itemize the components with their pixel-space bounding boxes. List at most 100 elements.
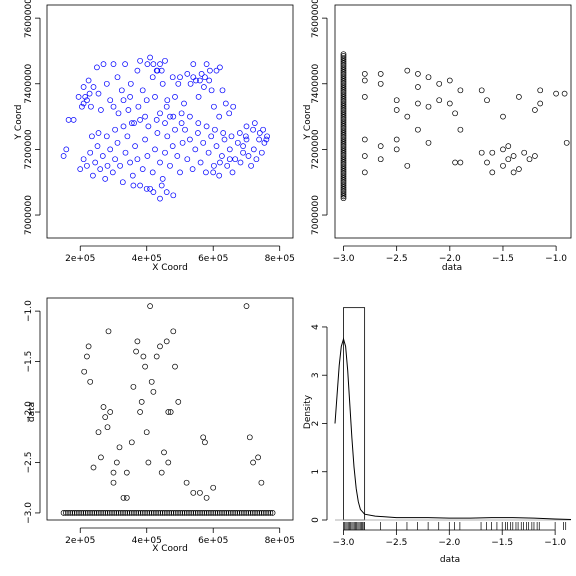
data-point <box>79 103 85 110</box>
data-point <box>175 80 182 87</box>
data-point <box>100 61 107 67</box>
data-point <box>134 338 141 345</box>
data-point <box>340 90 347 97</box>
data-point <box>264 133 270 140</box>
data-point <box>256 130 263 136</box>
data-point <box>340 157 347 164</box>
y-tick-label: 7200000 <box>311 129 321 169</box>
data-point <box>125 107 132 113</box>
data-point <box>484 159 490 166</box>
data-point <box>232 510 239 516</box>
data-point <box>197 510 203 516</box>
data-point <box>526 156 533 163</box>
data-point <box>115 110 122 117</box>
data-point <box>98 454 104 461</box>
axes: 2e+05 4e+05 6e+05 8e+05 7000000 7200000 740000… <box>24 0 295 264</box>
data-point <box>237 159 244 166</box>
data-point <box>85 343 92 350</box>
data-point <box>256 136 262 143</box>
data-point <box>217 159 223 166</box>
data-point <box>113 510 120 516</box>
data-point <box>190 489 197 496</box>
data-point <box>111 510 118 516</box>
data-point <box>84 162 90 169</box>
data-point <box>340 134 347 140</box>
data-point <box>340 125 347 131</box>
data-point <box>425 74 432 81</box>
y-tick-label: −2.0 <box>24 401 34 423</box>
data-point <box>170 510 177 516</box>
data-point <box>212 126 218 133</box>
data-point <box>340 159 347 166</box>
data-point <box>221 510 228 516</box>
plot-frame <box>46 297 294 521</box>
data-point <box>102 510 109 516</box>
data-point <box>113 459 120 466</box>
data-point <box>241 510 247 516</box>
data-point <box>199 510 206 516</box>
y-tick-label: 7000000 <box>311 195 321 235</box>
data-point <box>159 176 166 182</box>
data-point <box>149 74 156 81</box>
data-point <box>243 510 250 516</box>
data-point <box>340 180 347 187</box>
data-point <box>137 117 143 123</box>
data-point <box>109 169 116 176</box>
data-point <box>152 94 158 100</box>
x-tick-label: −3.0 <box>333 538 355 548</box>
data-point <box>340 71 347 77</box>
data-point <box>120 494 127 501</box>
data-point <box>89 510 96 516</box>
x-tick-label: −1.5 <box>491 538 513 548</box>
data-point <box>197 489 203 496</box>
data-point <box>478 87 485 94</box>
data-point <box>197 159 204 166</box>
data-point <box>78 510 85 516</box>
scatter-points <box>60 303 276 516</box>
data-point <box>104 424 111 431</box>
data-point <box>228 133 235 140</box>
data-point <box>340 191 347 198</box>
data-point <box>340 51 347 58</box>
data-point <box>340 101 347 108</box>
data-point <box>187 136 193 143</box>
data-point <box>245 153 252 159</box>
data-point <box>81 368 88 375</box>
data-point <box>340 170 347 176</box>
y-tick-label: 4 <box>311 324 321 330</box>
data-point <box>124 510 131 516</box>
data-point <box>505 156 512 163</box>
data-point <box>340 146 347 153</box>
data-point <box>242 133 249 140</box>
data-point <box>145 459 152 466</box>
data-point <box>93 510 100 516</box>
data-point <box>159 510 166 516</box>
data-point <box>117 162 123 169</box>
data-point <box>148 378 155 385</box>
data-point <box>251 120 258 126</box>
data-point <box>393 136 400 143</box>
data-point <box>404 67 411 74</box>
data-point <box>82 94 89 100</box>
data-point <box>143 429 150 436</box>
data-point <box>361 169 368 176</box>
data-point <box>340 78 347 85</box>
data-point <box>340 144 347 151</box>
data-point <box>157 61 163 67</box>
data-point <box>87 510 93 516</box>
data-point <box>142 510 148 516</box>
data-point <box>207 67 213 74</box>
data-point <box>452 110 458 117</box>
x-tick-label: 8e+05 <box>265 536 295 546</box>
data-point <box>446 100 453 107</box>
data-point <box>177 74 183 81</box>
data-point <box>165 459 172 466</box>
y-axis-label: Y Coord <box>303 105 313 141</box>
data-point <box>340 121 347 128</box>
data-point <box>142 113 148 120</box>
x-axis-label: data <box>440 555 460 565</box>
data-point <box>112 126 118 133</box>
data-point <box>340 87 347 94</box>
data-point <box>86 90 93 97</box>
data-point <box>130 383 137 390</box>
